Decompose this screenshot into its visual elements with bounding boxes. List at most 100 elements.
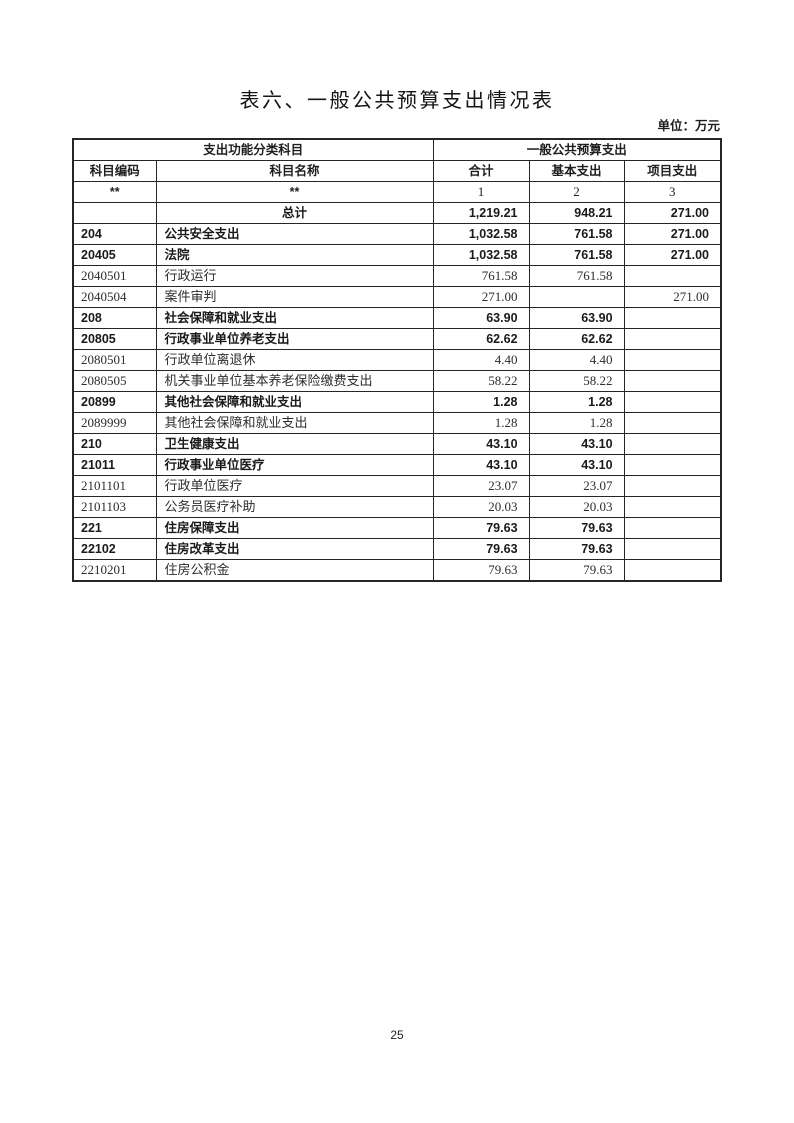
project-cell: [623, 370, 722, 392]
column-header-total: 合计: [432, 160, 530, 182]
code-cell: 2080501: [72, 349, 157, 371]
code-cell: 2080505: [72, 370, 157, 392]
column-header-project: 项目支出: [623, 160, 722, 182]
basic-cell: 948.21: [528, 202, 625, 224]
project-cell: [623, 265, 722, 287]
table-row: 210 卫生健康支出 43.10 43.10: [72, 433, 722, 455]
code-cell: 2101101: [72, 475, 157, 497]
table-row: 20899 其他社会保障和就业支出 1.28 1.28: [72, 391, 722, 413]
project-cell: [623, 475, 722, 497]
name-cell: 卫生健康支出: [155, 433, 434, 455]
name-cell: 其他社会保障和就业支出: [155, 391, 434, 413]
project-cell: 271.00: [623, 202, 722, 224]
total-cell: 1.28: [432, 412, 530, 434]
basic-cell: 63.90: [528, 307, 625, 329]
project-cell: [623, 391, 722, 413]
total-cell: 79.63: [432, 559, 530, 582]
project-cell: [623, 328, 722, 350]
page-number: 25: [390, 1028, 404, 1042]
code-cell: 210: [72, 433, 157, 455]
budget-table: 支出功能分类科目 一般公共预算支出 科目编码 科目名称 合计 基本支出 项目支出…: [72, 138, 723, 582]
name-cell: 住房改革支出: [155, 538, 434, 560]
total-cell: 63.90: [432, 307, 530, 329]
basic-cell: 20.03: [528, 496, 625, 518]
name-cell: 公务员医疗补助: [155, 496, 434, 518]
column-header-name: 科目名称: [155, 160, 434, 182]
basic-cell: [528, 286, 625, 308]
page-title: 表六、一般公共预算支出情况表: [239, 90, 555, 112]
table-row: 22102 住房改革支出 79.63 79.63: [72, 538, 722, 560]
name-cell: 总计: [155, 202, 434, 224]
basic-cell: 761.58: [528, 244, 625, 266]
code-row-cell: 2: [528, 181, 625, 203]
code-cell: 2089999: [72, 412, 157, 434]
total-cell: 20.03: [432, 496, 530, 518]
table-row: 2101103 公务员医疗补助 20.03 20.03: [72, 496, 722, 518]
project-cell: [623, 496, 722, 518]
project-cell: [623, 517, 722, 539]
column-header-code: 科目编码: [72, 160, 157, 182]
code-cell: 22102: [72, 538, 157, 560]
table-row: 21011 行政事业单位医疗 43.10 43.10: [72, 454, 722, 476]
name-cell: 住房保障支出: [155, 517, 434, 539]
total-cell: 43.10: [432, 454, 530, 476]
basic-cell: 79.63: [528, 559, 625, 582]
table-row: 2210201 住房公积金 79.63 79.63: [72, 559, 722, 582]
basic-cell: 4.40: [528, 349, 625, 371]
table-row: 2089999 其他社会保障和就业支出 1.28 1.28: [72, 412, 722, 434]
code-cell: 204: [72, 223, 157, 245]
table-row: 2040504 案件审判 271.00 271.00: [72, 286, 722, 308]
total-cell: 4.40: [432, 349, 530, 371]
basic-cell: 43.10: [528, 454, 625, 476]
code-cell: 21011: [72, 454, 157, 476]
table-row: 20805 行政事业单位养老支出 62.62 62.62: [72, 328, 722, 350]
group-header-right: 一般公共预算支出: [432, 138, 722, 161]
project-cell: [623, 559, 722, 582]
code-row-cell: **: [155, 181, 434, 203]
code-row-cell: 1: [432, 181, 530, 203]
code-cell: 2210201: [72, 559, 157, 582]
project-cell: [623, 454, 722, 476]
table-row: 2101101 行政单位医疗 23.07 23.07: [72, 475, 722, 497]
project-cell: [623, 433, 722, 455]
group-header-left: 支出功能分类科目: [72, 138, 434, 161]
basic-cell: 23.07: [528, 475, 625, 497]
basic-cell: 761.58: [528, 265, 625, 287]
basic-cell: 79.63: [528, 538, 625, 560]
total-cell: 79.63: [432, 538, 530, 560]
total-cell: 1.28: [432, 391, 530, 413]
column-number-row: ** ** 1 2 3: [72, 181, 722, 203]
code-cell: 208: [72, 307, 157, 329]
name-cell: 住房公积金: [155, 559, 434, 582]
table-row: 221 住房保障支出 79.63 79.63: [72, 517, 722, 539]
name-cell: 行政事业单位养老支出: [155, 328, 434, 350]
total-cell: 58.22: [432, 370, 530, 392]
total-cell: 271.00: [432, 286, 530, 308]
basic-cell: 1.28: [528, 391, 625, 413]
table-row: 20405 法院 1,032.58 761.58 271.00: [72, 244, 722, 266]
name-cell: 案件审判: [155, 286, 434, 308]
code-cell: [72, 202, 157, 224]
group-header-row: 支出功能分类科目 一般公共预算支出: [72, 138, 722, 161]
name-cell: 行政单位离退休: [155, 349, 434, 371]
total-cell: 1,219.21: [432, 202, 530, 224]
column-header-basic: 基本支出: [528, 160, 625, 182]
table-row: 208 社会保障和就业支出 63.90 63.90: [72, 307, 722, 329]
name-cell: 行政运行: [155, 265, 434, 287]
code-cell: 2101103: [72, 496, 157, 518]
table-row: 2040501 行政运行 761.58 761.58: [72, 265, 722, 287]
basic-cell: 58.22: [528, 370, 625, 392]
basic-cell: 62.62: [528, 328, 625, 350]
table-body: 总计 1,219.21 948.21 271.00 204 公共安全支出 1,0…: [72, 202, 722, 582]
basic-cell: 761.58: [528, 223, 625, 245]
total-cell: 761.58: [432, 265, 530, 287]
code-cell: 221: [72, 517, 157, 539]
column-header-row: 科目编码 科目名称 合计 基本支出 项目支出: [72, 160, 722, 182]
total-cell: 23.07: [432, 475, 530, 497]
project-cell: [623, 349, 722, 371]
project-cell: [623, 538, 722, 560]
name-cell: 机关事业单位基本养老保险缴费支出: [155, 370, 434, 392]
total-cell: 62.62: [432, 328, 530, 350]
name-cell: 社会保障和就业支出: [155, 307, 434, 329]
